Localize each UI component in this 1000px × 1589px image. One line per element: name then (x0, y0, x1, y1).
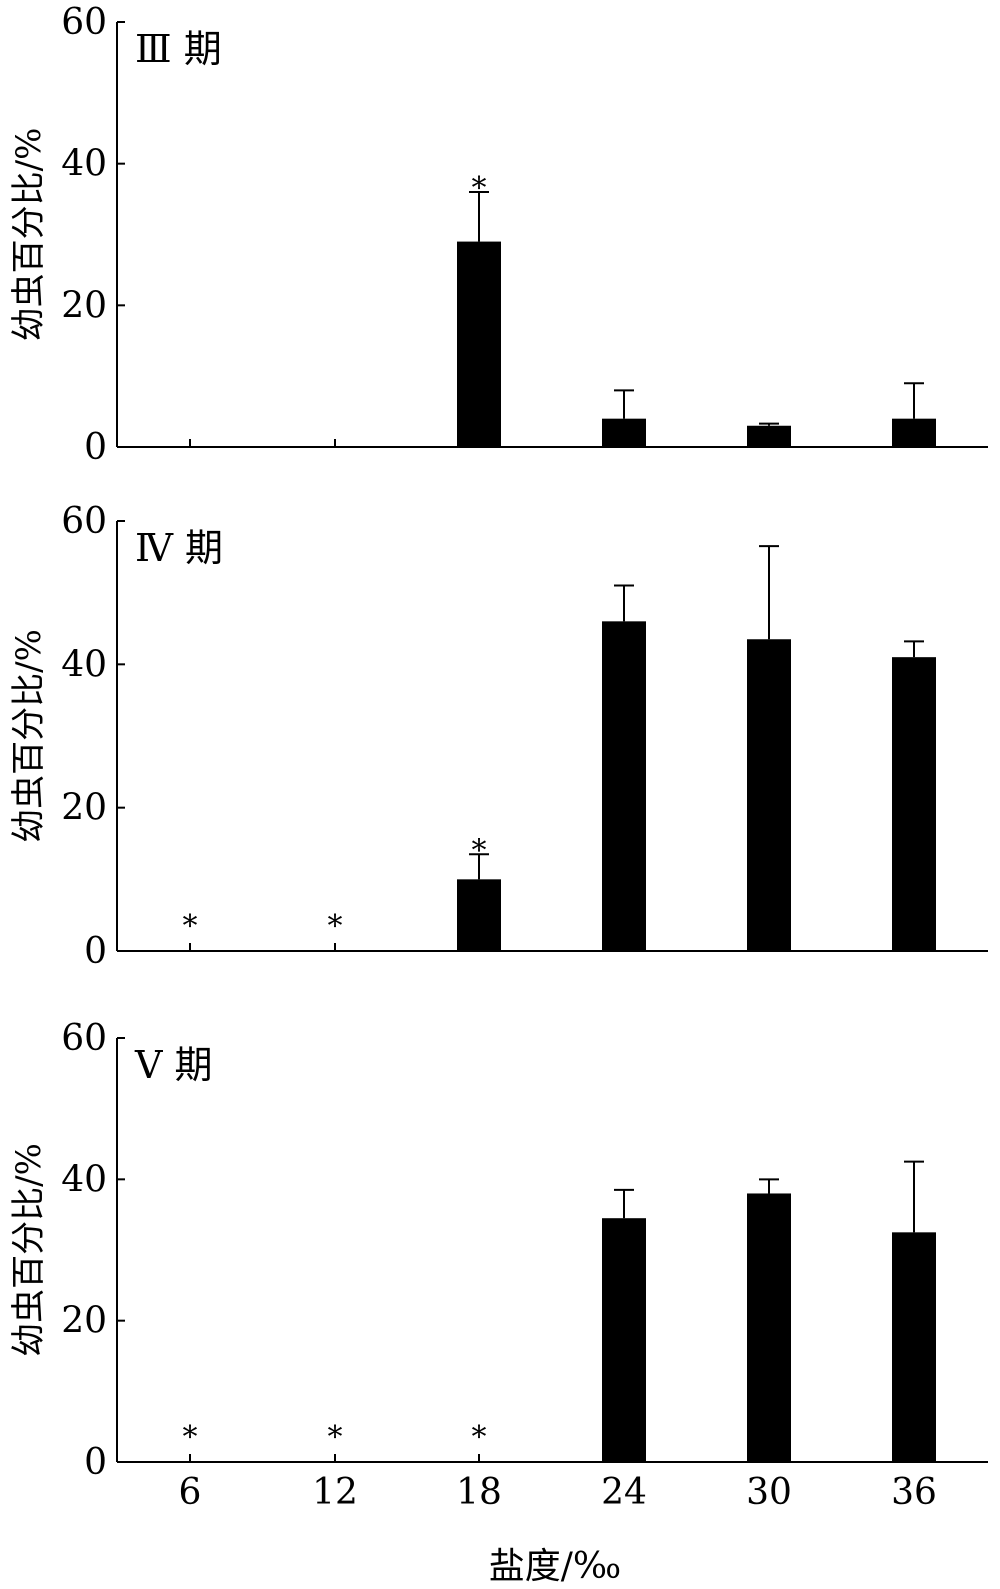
x-tick-label: 36 (891, 1472, 937, 1513)
panel-title: Ⅳ 期 (135, 526, 223, 570)
y-tick-label: 40 (61, 644, 107, 685)
bar (892, 657, 936, 951)
y-tick-label: 20 (61, 1301, 107, 1342)
bar (892, 1232, 936, 1462)
panel-2: 0 20 40 60 幼虫百分比/% Ⅳ 期 * * * (9, 501, 988, 972)
x-tick-label: 6 (179, 1472, 202, 1513)
significance-marker: * (328, 909, 343, 944)
significance-marker: * (472, 833, 487, 868)
y-tick-label: 40 (61, 1159, 107, 1200)
significance-marker: * (472, 171, 487, 206)
y-tick-label: 60 (61, 2, 107, 43)
panel-title: Ⅴ 期 (134, 1043, 213, 1087)
bar (747, 639, 791, 951)
bar (892, 418, 936, 447)
significance-marker: * (183, 1420, 198, 1455)
x-tick-label: 12 (312, 1472, 358, 1513)
significance-marker: * (183, 909, 198, 944)
y-tick-label: 60 (61, 1018, 107, 1059)
bar (457, 879, 501, 951)
y-tick-label: 60 (61, 501, 107, 542)
panel-title: Ⅲ 期 (135, 27, 222, 71)
bar (602, 621, 646, 951)
y-tick-label: 0 (84, 931, 107, 972)
bar (747, 425, 791, 447)
y-tick-label: 0 (84, 427, 107, 468)
panel-1: 0 20 40 60 幼虫百分比/% Ⅲ 期 * (9, 2, 988, 468)
y-axis-label: 幼虫百分比/% (9, 629, 49, 843)
y-axis-label: 幼虫百分比/% (9, 1143, 49, 1357)
panels-group: 0 20 40 60 幼虫百分比/% Ⅲ 期 * 0 20 40 60 幼虫百分比/% Ⅳ 期 * * * 0 2… (9, 2, 988, 1513)
bar (457, 241, 501, 447)
y-tick-label: 20 (61, 788, 107, 829)
y-tick-label: 40 (61, 144, 107, 185)
panel-3: 0 20 40 60 幼虫百分比/% Ⅴ 期 * 6 * 12 * 18 24 30 36 (9, 1018, 988, 1513)
bar (747, 1193, 791, 1462)
bar (602, 1218, 646, 1462)
y-axis-label: 幼虫百分比/% (9, 128, 49, 342)
x-tick-label: 30 (746, 1472, 792, 1513)
x-axis-label: 盐度/‰ (489, 1546, 621, 1587)
significance-marker: * (472, 1420, 487, 1455)
y-tick-label: 20 (61, 285, 107, 326)
bar (602, 418, 646, 447)
significance-marker: * (328, 1420, 343, 1455)
y-tick-label: 0 (84, 1442, 107, 1483)
x-tick-label: 24 (601, 1472, 647, 1513)
x-tick-label: 18 (456, 1472, 502, 1513)
